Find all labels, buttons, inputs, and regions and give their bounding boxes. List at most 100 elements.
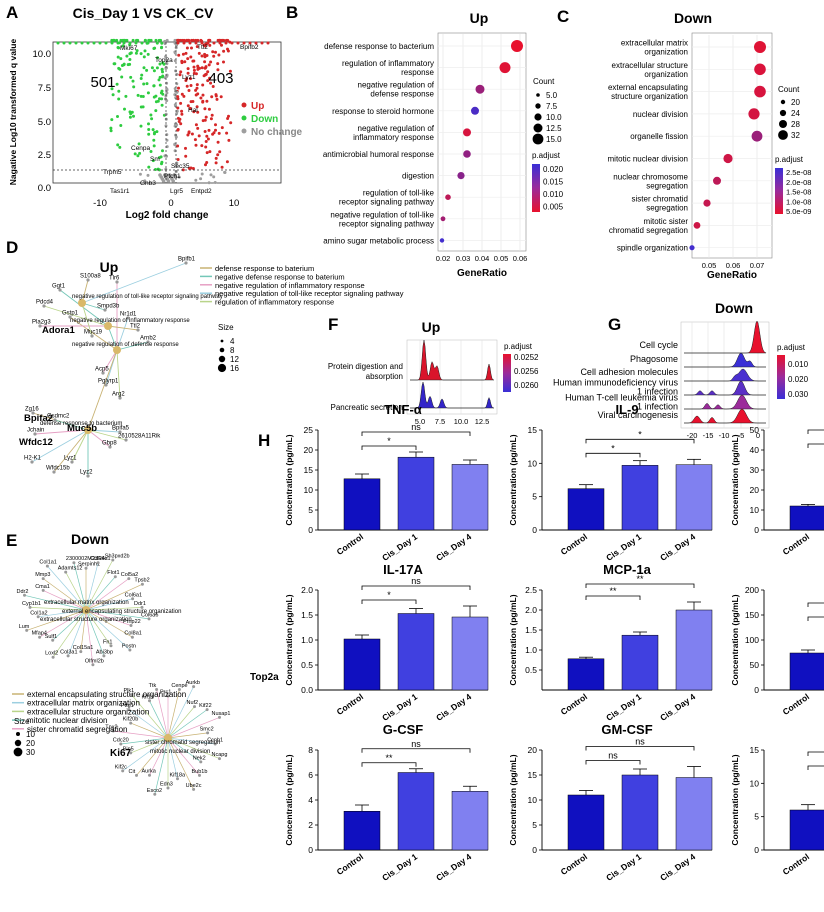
volcano-point [189, 77, 192, 81]
volcano-point [139, 77, 143, 80]
gene-node [41, 577, 45, 581]
volcano-point [209, 173, 213, 177]
bar-category-label: Cis_Day 1 [380, 851, 419, 883]
volcano-point [110, 87, 114, 91]
volcano-point [119, 57, 123, 61]
gene-node-label: Nek2 [193, 755, 206, 761]
volcano-point [227, 138, 231, 142]
significance-bracket [807, 616, 824, 621]
ridge-term-label: Pancreatic secretion [331, 403, 403, 412]
volcano-point [204, 163, 207, 167]
bar [567, 794, 605, 851]
bar-category-label: Control [559, 691, 589, 717]
gene-node [121, 769, 125, 773]
volcano-down-count: 501 [90, 74, 115, 91]
gene-node [205, 708, 209, 712]
gene-node [102, 654, 106, 658]
volcano-point [189, 166, 193, 170]
go-dot [463, 150, 471, 158]
gene-label: Mki67 [120, 45, 138, 52]
ridge-xtick: 12.5 [475, 417, 490, 426]
volcano-point [142, 66, 146, 70]
volcano-point [200, 41, 204, 45]
up-go-dotplot: Up 0.02 0.03 0.04 0.05 0.06 defense response… [323, 10, 564, 279]
volcano-point [152, 84, 156, 88]
volcano-xtick: 0 [168, 198, 173, 209]
gene-node [30, 460, 34, 464]
go-term-label: response to steroid hormone [332, 107, 434, 116]
volcano-point [211, 50, 215, 54]
volcano-point [138, 172, 142, 176]
volcano-point [179, 101, 183, 105]
gene-node [127, 708, 131, 712]
volcano-point [143, 179, 147, 183]
go-term-label: organization [644, 48, 688, 57]
gene-node-label-major: Muc5b [67, 423, 97, 434]
bar-ytick: 2.0 [525, 605, 537, 615]
volcano-point [216, 62, 220, 66]
volcano-point [180, 61, 184, 65]
bar-category-label: Cis_Day 4 [434, 531, 473, 563]
gene-node-label: Cyp1b1 [22, 601, 41, 607]
volcano-point [180, 109, 184, 113]
volcano-point [62, 41, 66, 45]
volcano-point [209, 60, 213, 64]
gene-node [31, 411, 35, 415]
volcano-point [181, 168, 185, 172]
bar-ytick: 1.5 [525, 625, 537, 635]
go-xtick: 0.06 [726, 261, 741, 270]
gene-node [72, 561, 76, 565]
padj-legend-label: 0.0252 [514, 353, 539, 362]
bar [789, 809, 824, 851]
gene-node-label: Cenpe [171, 683, 187, 689]
volcano-point [143, 38, 147, 42]
volcano-point [192, 110, 196, 114]
ridge-density [684, 394, 766, 410]
gene-node [148, 699, 151, 703]
volcano-point [176, 41, 180, 45]
gene-label: Sec35 [171, 163, 190, 170]
gene-node [176, 777, 179, 781]
bar-ytick: 50 [750, 660, 760, 670]
volcano-point [180, 92, 184, 96]
volcano-point [161, 70, 164, 74]
volcano-point [228, 69, 232, 73]
bar [343, 811, 381, 851]
volcano-point [260, 41, 264, 45]
volcano-point [209, 81, 213, 85]
gene-node-label: Flot1 [107, 570, 119, 576]
go-term-label: extracellular matrix [621, 39, 688, 48]
bar-ytick: 1.0 [525, 645, 537, 655]
volcano-point [189, 55, 193, 59]
volcano-point [200, 54, 204, 58]
volcano-point [197, 134, 201, 138]
gene-node [79, 650, 83, 654]
go-xtick: 0.05 [702, 261, 717, 270]
gene-node-label: Sulf1 [45, 634, 58, 640]
cnet-legend-label: negative defense response to baterium [215, 272, 345, 281]
gene-node-label: Lyz2 [80, 470, 93, 476]
bar-category-label: Control [781, 531, 811, 557]
volcano-point [227, 114, 230, 118]
volcano-point [177, 38, 180, 42]
bar [621, 634, 659, 691]
down-go-xlabel: GeneRatio [707, 270, 757, 281]
gene-node [45, 564, 49, 568]
gene-node-label: S100a8 [80, 274, 101, 280]
bar-ylabel: Concentration (pg/mL) [730, 434, 740, 525]
volcano-point [158, 97, 161, 101]
padj-legend-label: 0.005 [543, 203, 564, 212]
volcano-point [135, 49, 139, 53]
bar-ytick: 10 [304, 485, 314, 495]
cnet-down-title: Down [71, 531, 109, 547]
go-term-label: response [401, 68, 434, 77]
gene-node-label: Aurka [142, 769, 157, 775]
volcano-point [152, 69, 156, 73]
bar-ytick: 0 [754, 685, 759, 695]
volcano-title: Cis_Day 1 VS CK_CV [73, 5, 215, 21]
volcano-point [128, 52, 132, 56]
gene-node [124, 438, 128, 442]
size-legend-label: 4 [230, 337, 235, 346]
significance-bracket [361, 748, 471, 753]
